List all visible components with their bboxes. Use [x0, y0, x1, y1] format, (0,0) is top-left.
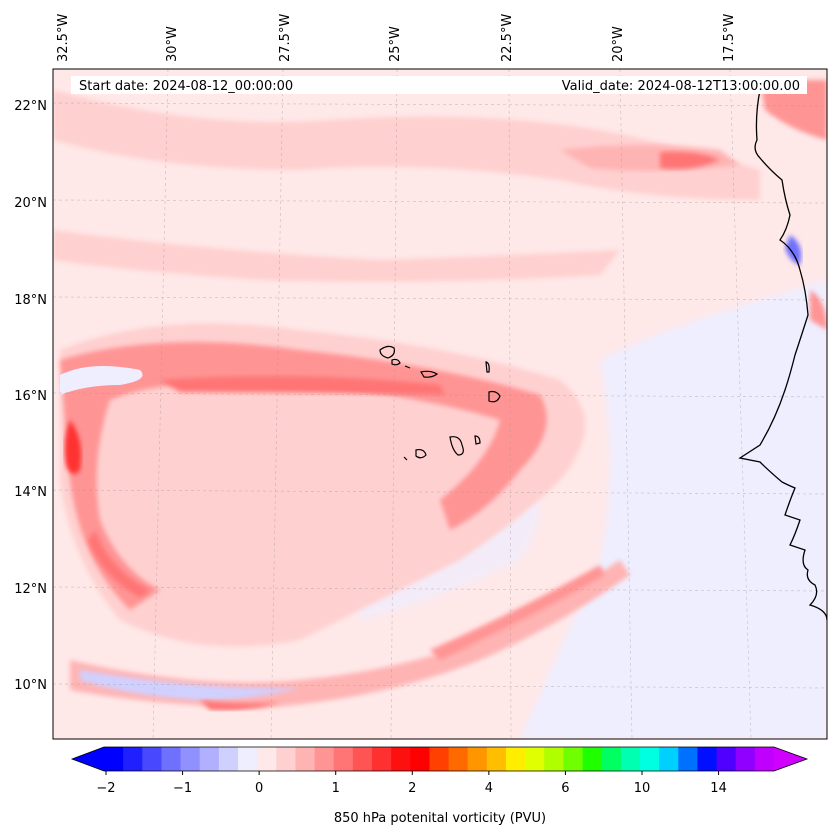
- colorbar-cell: [620, 747, 641, 771]
- colorbar-cell: [218, 747, 239, 771]
- colorbar-cell: [391, 747, 411, 771]
- colorbar-cell: [678, 747, 698, 771]
- colorbar-cell: [314, 747, 335, 771]
- colorbar-over-arrow: [774, 747, 807, 771]
- lat-label: 12°N: [14, 582, 47, 597]
- colorbar-cell: [448, 747, 469, 771]
- colorbar-frame: [70, 746, 809, 772]
- colorbar-tick-label: 10: [634, 781, 651, 796]
- colorbar-tick-label: 14: [710, 781, 727, 796]
- colorbar-cell: [754, 747, 775, 771]
- colorbar-cell: [659, 747, 679, 771]
- colorbar-cell: [640, 747, 660, 771]
- colorbar-tick-label: 6: [561, 781, 569, 796]
- pv-low-band-south: [80, 670, 300, 700]
- valid-date-text: Valid_date: 2024-08-12T13:00:00.00: [562, 79, 800, 94]
- lat-label: 10°N: [14, 678, 47, 693]
- colorbar-cell: [563, 747, 584, 771]
- pv-low-ring-west: [60, 366, 143, 395]
- colorbar-cell: [582, 747, 603, 771]
- colorbar-cell: [486, 747, 507, 771]
- colorbar-cell: [601, 747, 622, 771]
- colorbar-cell: [142, 747, 162, 771]
- lat-label: 18°N: [14, 293, 47, 308]
- pv-ring-strong-southwest: [88, 530, 150, 598]
- cape-verde-islands: [379, 345, 501, 461]
- pv-vortex-max-west: [64, 420, 82, 474]
- colorbar-cell: [199, 747, 220, 771]
- pv-ring-strong-north: [160, 376, 445, 395]
- lat-label: 20°N: [14, 196, 47, 211]
- pv-band-south-strong: [430, 565, 605, 660]
- colorbar-cell: [161, 747, 182, 771]
- lat-label: 14°N: [14, 485, 47, 500]
- colorbar-cell: [506, 747, 526, 771]
- colorbar-cell: [372, 747, 392, 771]
- lon-label: 17.5°W: [722, 14, 737, 62]
- colorbar-cell: [333, 747, 354, 771]
- colorbar-tick-label: −2: [96, 781, 115, 796]
- colorbar-tick-label: 1: [332, 781, 340, 796]
- pv-band-mid-north: [53, 230, 620, 282]
- pv-max-coast: [810, 290, 827, 330]
- pv-band-north: [53, 90, 760, 200]
- colorbar-cell: [735, 747, 756, 771]
- latitude-labels: 22°N 20°N 18°N 16°N 14°N 12°N 10°N: [14, 99, 47, 693]
- lon-label: 20°W: [611, 26, 626, 62]
- colorbar-cell: [716, 747, 737, 771]
- lon-label: 32.5°W: [56, 14, 71, 62]
- pv-max-north: [660, 151, 720, 169]
- lon-label: 25°W: [388, 26, 403, 62]
- colorbar-cell: [180, 747, 201, 771]
- colorbar-cell: [525, 747, 545, 771]
- pv-low-region-east: [520, 280, 827, 739]
- colorbar-label: 850 hPa potenital vorticity (PVU): [334, 811, 546, 826]
- colorbar-cell: [429, 747, 450, 771]
- header-box: [71, 76, 807, 94]
- start-date-text: Start date: 2024-08-12_00:00:00: [79, 79, 293, 94]
- colorbar-cell: [467, 747, 488, 771]
- lon-label: 22.5°W: [500, 14, 515, 62]
- colorbar-cell: [295, 747, 316, 771]
- pv-band-south: [70, 560, 630, 708]
- pv-max-northeast: [760, 80, 827, 140]
- graticule: [53, 69, 827, 739]
- lat-label: 22°N: [14, 99, 47, 114]
- colorbar-cell: [123, 747, 143, 771]
- colorbar-tick-label: 0: [255, 781, 263, 796]
- map-frame: [52, 68, 828, 740]
- lon-label: 27.5°W: [278, 14, 293, 62]
- colorbar-cell: [257, 747, 277, 771]
- colorbar-cell: [238, 747, 258, 771]
- colorbar-cell: [276, 747, 296, 771]
- colorbar-cell: [697, 747, 718, 771]
- colorbar-tick-label: 4: [485, 781, 493, 796]
- colorbar-tick-label: 2: [408, 781, 416, 796]
- longitude-labels: 32.5°W 30°W 27.5°W 25°W 22.5°W 20°W 17.5…: [56, 14, 737, 62]
- map-panel: [53, 69, 827, 739]
- colorbar-cell: [410, 747, 430, 771]
- colorbar-cells: [104, 747, 775, 771]
- lon-label: 30°W: [165, 26, 180, 62]
- colorbar: −2 −1 0 1 2 4 6 10 14 850 hPa potenital vorticit…: [70, 746, 809, 826]
- colorbar-cell: [352, 747, 373, 771]
- colorbar-tick-label: −1: [173, 781, 192, 796]
- colorbar-ticks: −2 −1 0 1 2 4 6 10 14: [96, 771, 727, 796]
- colorbar-cell: [104, 747, 124, 771]
- colorbar-under-arrow: [72, 747, 104, 771]
- lat-label: 16°N: [14, 389, 47, 404]
- pv-min-coast: [785, 235, 802, 265]
- pv-max-south: [200, 700, 280, 711]
- african-coastline: [738, 89, 827, 621]
- colorbar-cell: [544, 747, 564, 771]
